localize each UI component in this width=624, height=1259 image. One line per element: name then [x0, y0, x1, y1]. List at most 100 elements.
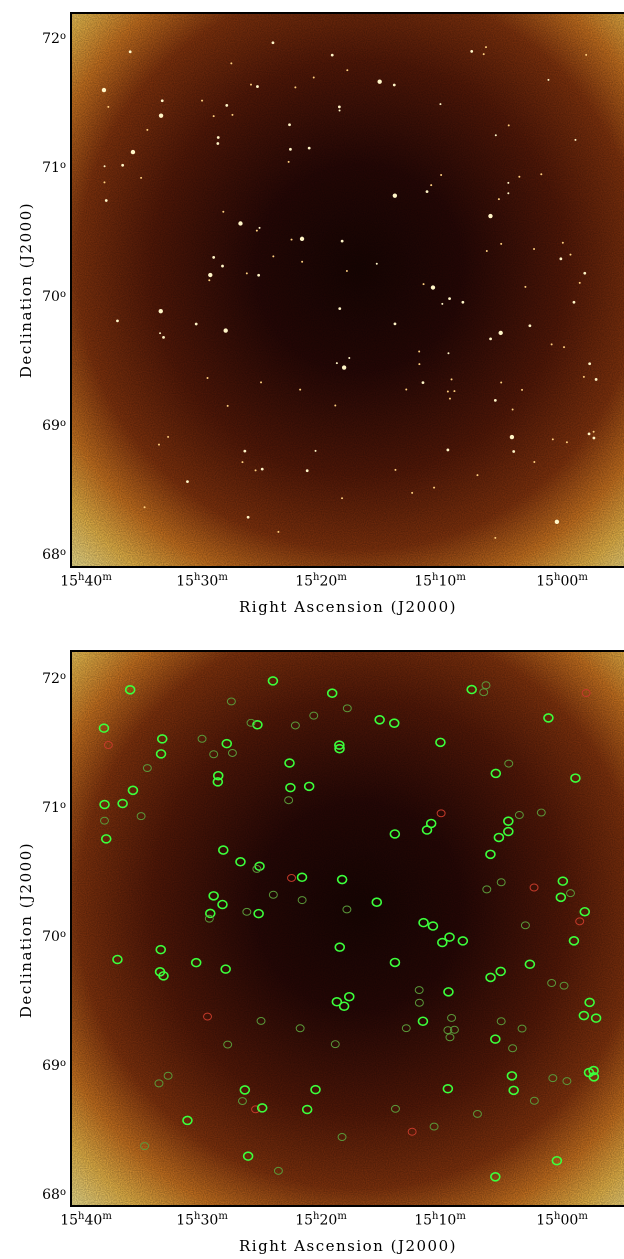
source-marker: [336, 874, 348, 885]
star-point: [375, 262, 378, 265]
star-point: [337, 105, 341, 109]
star-point: [340, 239, 344, 243]
source-marker: [297, 896, 307, 905]
star-point: [585, 53, 588, 56]
star-point: [494, 134, 497, 137]
star-point: [377, 79, 382, 84]
source-marker: [517, 1024, 527, 1033]
source-marker: [427, 921, 439, 931]
star-point: [186, 480, 189, 484]
star-point: [287, 160, 290, 163]
source-marker: [100, 834, 112, 844]
star-point: [231, 113, 234, 116]
source-marker: [520, 921, 530, 930]
star-point: [418, 350, 421, 353]
source-marker: [443, 987, 454, 997]
star-point: [101, 87, 107, 93]
star-point: [524, 285, 527, 288]
star-point: [221, 264, 224, 268]
star-point: [422, 283, 425, 286]
star-point: [299, 236, 305, 242]
y-tick-label: 69o: [42, 418, 66, 434]
x-axis-label: Right Ascension (J2000): [239, 598, 457, 616]
star-point: [561, 241, 564, 244]
star-point: [290, 238, 293, 241]
source-marker: [303, 781, 315, 792]
source-marker: [140, 1142, 150, 1151]
source-marker: [310, 1084, 321, 1095]
star-point: [450, 378, 453, 381]
star-point: [226, 404, 229, 407]
star-point: [299, 388, 302, 391]
source-marker: [239, 1085, 251, 1095]
y-tick-label: 72o: [42, 31, 66, 47]
star-point: [587, 432, 591, 436]
source-marker: [252, 720, 263, 730]
star-point: [482, 53, 485, 56]
source-marker: [223, 1040, 233, 1049]
source-marker: [503, 826, 514, 837]
source-marker: [536, 808, 546, 817]
source-marker: [568, 936, 580, 946]
star-point: [121, 163, 125, 167]
star-point: [272, 255, 275, 258]
source-marker: [103, 741, 113, 749]
star-point: [241, 461, 244, 464]
star-point: [208, 272, 213, 278]
panel-bottom: Declination (J2000) 72o 71o 70o 69o 68o …: [0, 640, 624, 1259]
star-point: [116, 319, 119, 323]
x-tick-label: 15h00m: [536, 572, 588, 590]
star-point: [216, 136, 220, 139]
source-marker: [267, 676, 279, 686]
source-marker: [309, 711, 319, 720]
star-point: [243, 449, 247, 453]
source-marker: [98, 723, 110, 733]
source-marker: [578, 1010, 590, 1021]
y-tick-label: 69o: [42, 1058, 66, 1074]
source-marker: [436, 809, 446, 818]
source-marker: [117, 798, 128, 809]
star-point: [277, 530, 280, 533]
source-marker: [445, 1033, 455, 1042]
star-point: [212, 115, 215, 118]
star-point: [453, 390, 456, 393]
star-point: [439, 103, 442, 106]
source-marker: [124, 685, 136, 695]
star-point: [592, 436, 596, 440]
source-marker: [590, 1013, 602, 1023]
star-point: [430, 285, 436, 290]
source-marker: [284, 758, 295, 768]
source-marker: [342, 704, 352, 713]
source-marker: [218, 845, 229, 855]
star-point: [159, 332, 162, 335]
x-tick-label: 15h40m: [60, 572, 112, 590]
star-point: [305, 469, 309, 473]
source-marker: [242, 907, 252, 916]
star-point: [294, 86, 297, 89]
star-point: [160, 99, 164, 103]
star-point: [411, 491, 414, 494]
source-marker: [227, 748, 237, 757]
source-marker: [190, 957, 202, 968]
source-marker: [490, 1034, 501, 1044]
source-marker: [182, 1115, 193, 1126]
y-tick-label: 71o: [42, 800, 66, 816]
source-marker: [334, 740, 345, 750]
star-point: [578, 281, 581, 284]
star-point: [230, 62, 233, 65]
x-tick-label: 15h20m: [295, 572, 347, 590]
source-marker: [401, 1024, 411, 1033]
source-marker: [496, 878, 506, 887]
star-point: [489, 337, 492, 341]
image-frame-top: [70, 12, 624, 568]
star-point: [301, 260, 304, 263]
star-point: [392, 83, 396, 87]
source-marker: [506, 1071, 518, 1081]
star-point: [583, 271, 587, 275]
source-marker: [287, 873, 296, 882]
source-marker: [136, 812, 146, 821]
star-point: [533, 460, 536, 463]
source-marker: [334, 942, 346, 952]
star-point: [574, 138, 577, 141]
star-point: [572, 300, 576, 304]
